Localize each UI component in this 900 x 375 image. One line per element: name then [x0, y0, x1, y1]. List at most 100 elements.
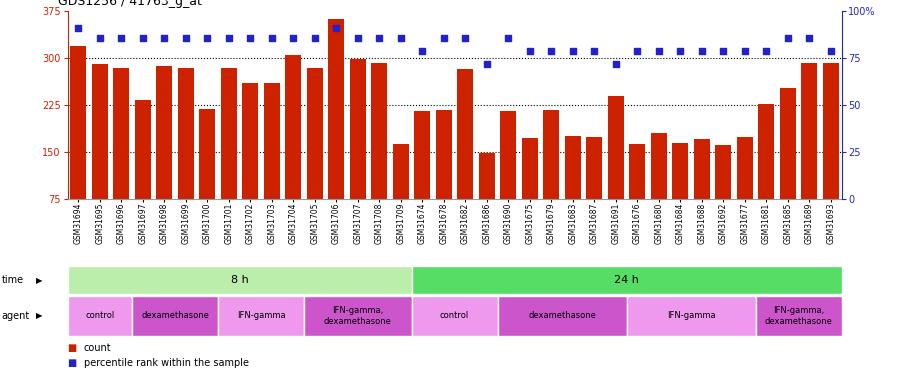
Text: ■: ■ — [68, 358, 76, 368]
Point — [738, 48, 752, 54]
Bar — [694, 140, 710, 199]
Text: ▶: ▶ — [36, 311, 42, 320]
Bar — [626, 296, 755, 336]
Point — [243, 34, 257, 40]
Text: agent: agent — [2, 311, 30, 321]
Bar — [177, 68, 194, 199]
Point — [673, 48, 688, 54]
Text: ▶: ▶ — [36, 276, 42, 285]
Bar — [498, 296, 626, 336]
Bar — [801, 63, 817, 199]
Text: control: control — [86, 311, 114, 320]
Bar — [350, 59, 365, 199]
Bar — [68, 296, 132, 336]
Bar — [92, 64, 108, 199]
Bar — [304, 296, 411, 336]
Point — [480, 61, 494, 67]
Point — [393, 34, 408, 40]
Point — [351, 34, 365, 40]
Point — [308, 34, 322, 40]
Point — [221, 34, 236, 40]
Bar — [651, 133, 667, 199]
Bar — [70, 46, 86, 199]
Bar — [758, 104, 774, 199]
Bar — [264, 83, 280, 199]
Text: dexamethasone: dexamethasone — [141, 311, 209, 320]
Point — [178, 34, 193, 40]
Bar — [307, 68, 323, 199]
Text: IFN-gamma: IFN-gamma — [237, 311, 285, 320]
Bar — [755, 296, 842, 336]
Point — [71, 25, 86, 31]
Bar — [411, 296, 498, 336]
Text: count: count — [84, 343, 112, 352]
Bar — [414, 111, 430, 199]
Point — [652, 48, 666, 54]
Text: 24 h: 24 h — [614, 275, 639, 285]
Bar — [68, 266, 411, 294]
Point — [329, 25, 344, 31]
Point — [630, 48, 644, 54]
Point — [372, 34, 386, 40]
Bar — [132, 296, 218, 336]
Point — [523, 48, 537, 54]
Text: time: time — [2, 275, 24, 285]
Text: 8 h: 8 h — [230, 275, 248, 285]
Point — [824, 48, 838, 54]
Bar — [218, 296, 304, 336]
Bar — [522, 138, 538, 199]
Bar — [737, 137, 752, 199]
Bar — [199, 110, 215, 199]
Text: percentile rank within the sample: percentile rank within the sample — [84, 358, 248, 368]
Bar — [242, 83, 258, 199]
Bar — [436, 110, 452, 199]
Bar — [220, 68, 237, 199]
Bar — [672, 142, 688, 199]
Bar — [544, 110, 559, 199]
Bar — [500, 111, 517, 199]
Text: dexamethasone: dexamethasone — [528, 311, 596, 320]
Point — [695, 48, 709, 54]
Point — [157, 34, 171, 40]
Bar — [608, 96, 624, 199]
Bar — [371, 63, 387, 199]
Point — [286, 34, 301, 40]
Bar — [328, 20, 345, 199]
Point — [802, 34, 816, 40]
Bar — [285, 55, 302, 199]
Point — [114, 34, 129, 40]
Bar — [157, 66, 172, 199]
Point — [544, 48, 558, 54]
Point — [501, 34, 516, 40]
Text: control: control — [440, 311, 469, 320]
Bar — [716, 145, 732, 199]
Point — [780, 34, 795, 40]
Bar — [823, 63, 839, 199]
Point — [265, 34, 279, 40]
Text: IFN-gamma,
dexamethasone: IFN-gamma, dexamethasone — [765, 306, 832, 326]
Bar — [135, 100, 151, 199]
Point — [93, 34, 107, 40]
Point — [458, 34, 473, 40]
Point — [587, 48, 601, 54]
Bar — [411, 266, 842, 294]
Bar — [457, 69, 473, 199]
Bar — [479, 153, 495, 199]
Point — [759, 48, 773, 54]
Text: IFN-gamma,
dexamethasone: IFN-gamma, dexamethasone — [324, 306, 392, 326]
Bar — [629, 144, 645, 199]
Point — [136, 34, 150, 40]
Text: IFN-gamma: IFN-gamma — [667, 311, 716, 320]
Bar — [779, 87, 796, 199]
Point — [716, 48, 731, 54]
Bar — [564, 136, 580, 199]
Point — [415, 48, 429, 54]
Point — [608, 61, 623, 67]
Text: ■: ■ — [68, 343, 76, 352]
Bar — [392, 144, 409, 199]
Bar — [113, 68, 130, 199]
Bar — [586, 137, 602, 199]
Point — [436, 34, 451, 40]
Point — [565, 48, 580, 54]
Text: GDS1256 / 41763_g_at: GDS1256 / 41763_g_at — [58, 0, 202, 8]
